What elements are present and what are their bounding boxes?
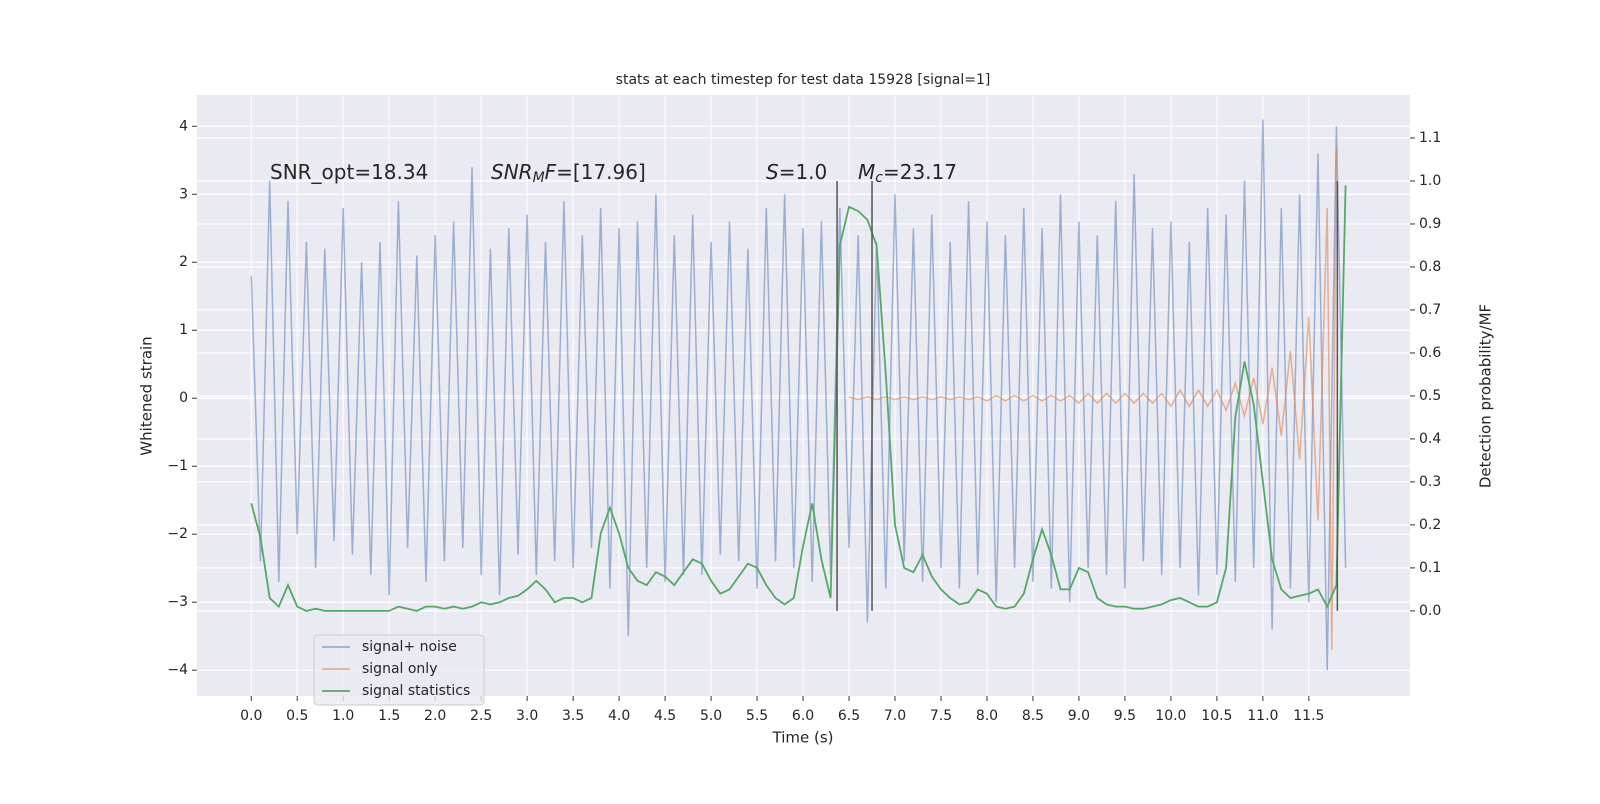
x-tick-label: 6.5 — [838, 708, 860, 724]
y2-tick-label: 1.1 — [1419, 130, 1441, 146]
annotation-part: M — [533, 170, 545, 186]
y-tick-label: 0 — [179, 390, 188, 406]
x-tick-label: 7.0 — [884, 708, 906, 724]
x-tick-label: 1.5 — [378, 708, 400, 724]
y2-tick-label: 0.0 — [1419, 603, 1441, 619]
series-line — [848, 146, 1338, 650]
y2-tick-label: 0.9 — [1419, 216, 1441, 232]
x-tick-label: 5.0 — [700, 708, 722, 724]
y-tick-label: −2 — [167, 526, 188, 542]
y-tick-label: 1 — [179, 322, 188, 338]
annotation-part: =1.0 — [779, 160, 828, 184]
y2-tick-label: 1.0 — [1419, 173, 1441, 189]
x-tick-label: 2.0 — [424, 708, 446, 724]
series-line — [250, 185, 1347, 612]
x-axis-label: Time (s) — [772, 729, 834, 747]
chart-title: stats at each timestep for test data 159… — [616, 72, 991, 88]
y-tick-label: 4 — [179, 118, 188, 134]
y-tick-label: −4 — [167, 662, 188, 678]
x-tick-label: 8.5 — [1022, 708, 1044, 724]
x-tick-label: 3.5 — [562, 708, 584, 724]
x-tick-label: 7.5 — [930, 708, 952, 724]
x-tick-label: 6.0 — [792, 708, 814, 724]
legend-label: signal only — [362, 661, 437, 677]
x-tick-label: 4.5 — [654, 708, 676, 724]
y-axis-label: Whitened strain — [138, 336, 156, 455]
y2-tick-label: 0.3 — [1419, 474, 1441, 490]
y-tick-label: 3 — [179, 186, 188, 202]
annotation: SNR_opt=18.34 — [270, 160, 428, 184]
annotation-part: SNR — [491, 160, 533, 184]
legend: signal+ noise signal only signal statistic… — [313, 634, 485, 706]
y2-tick-label: 0.5 — [1419, 388, 1441, 404]
y2-tick-label: 0.4 — [1419, 431, 1441, 447]
series-line — [250, 119, 1347, 671]
y2-axis-label: Detection probability/MF — [1477, 304, 1495, 488]
annotation-part: =[17.96] — [556, 160, 646, 184]
legend-label: signal statistics — [362, 683, 470, 699]
annotation-part: =23.17 — [883, 160, 957, 184]
annotation: Mc=23.17 — [858, 160, 957, 187]
y2-tick-label: 0.8 — [1419, 259, 1441, 275]
x-tick-label: 4.0 — [608, 708, 630, 724]
y-tick-label: 2 — [179, 254, 188, 270]
x-tick-label: 9.0 — [1068, 708, 1090, 724]
annotation-part: M — [858, 160, 875, 184]
x-tick-label: 3.0 — [516, 708, 538, 724]
x-tick-label: 5.5 — [746, 708, 768, 724]
legend-box — [313, 634, 485, 706]
annotation: S=1.0 — [766, 160, 827, 184]
y-tick-label: −3 — [167, 594, 188, 610]
y-tick-label: −1 — [167, 458, 188, 474]
legend-label: signal+ noise — [362, 639, 457, 655]
x-tick-label: 11.0 — [1247, 708, 1278, 724]
x-tick-label: 0.0 — [240, 708, 262, 724]
annotation-part: c — [875, 170, 883, 186]
annotation-part: S — [766, 160, 779, 184]
annotation-part: SNR_opt=18.34 — [270, 160, 428, 184]
x-tick-label: 0.5 — [286, 708, 308, 724]
y2-tick-label: 0.2 — [1419, 517, 1441, 533]
y2-tick-label: 0.6 — [1419, 345, 1441, 361]
annotation: SNRMF=[17.96] — [491, 160, 646, 187]
x-tick-label: 2.5 — [470, 708, 492, 724]
y2-tick-label: 0.1 — [1419, 560, 1441, 576]
annotation-part: F — [545, 160, 557, 184]
x-tick-label: 11.5 — [1293, 708, 1324, 724]
x-tick-label: 8.0 — [976, 708, 998, 724]
x-tick-label: 10.5 — [1201, 708, 1232, 724]
x-tick-label: 10.0 — [1155, 708, 1186, 724]
x-tick-label: 9.5 — [1114, 708, 1136, 724]
y2-tick-label: 0.7 — [1419, 302, 1441, 318]
x-tick-label: 1.0 — [332, 708, 354, 724]
